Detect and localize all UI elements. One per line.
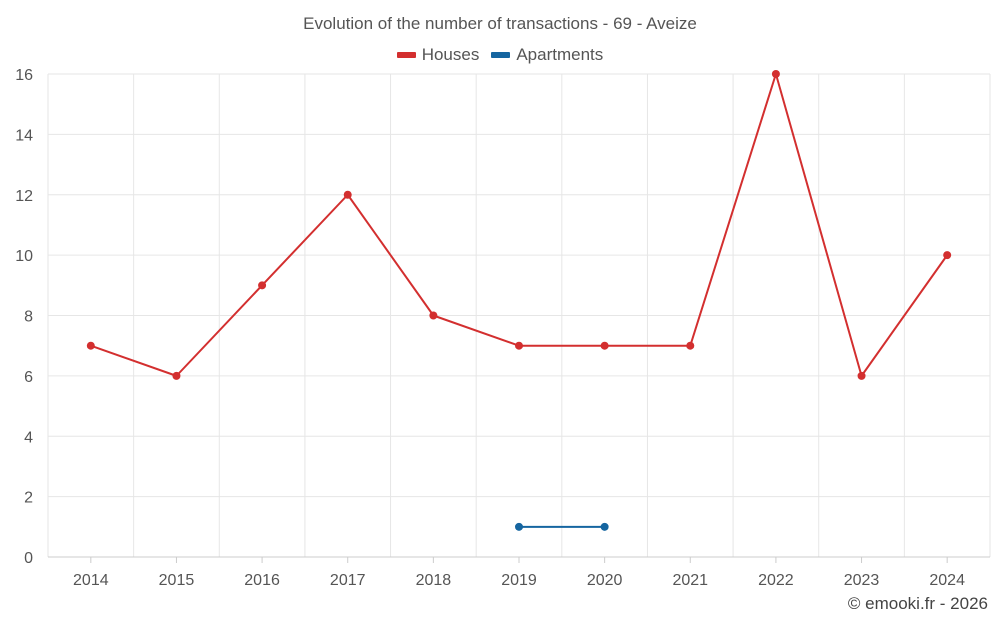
legend-label-apartments: Apartments <box>516 45 604 64</box>
x-tick-label: 2020 <box>587 572 623 589</box>
legend-item-houses[interactable]: Houses <box>396 45 480 65</box>
x-tick-label: 2014 <box>73 572 109 589</box>
y-tick-label: 16 <box>15 67 33 84</box>
x-tick-label: 2019 <box>501 572 537 589</box>
credit-text: © emooki.fr - 2026 <box>847 594 988 613</box>
x-tick-label: 2022 <box>758 572 794 589</box>
point-houses-2022 <box>771 70 780 78</box>
point-houses-2024 <box>943 251 952 260</box>
legend-swatch-apartments <box>491 52 511 58</box>
y-tick-label: 0 <box>24 550 33 567</box>
y-tick-label: 8 <box>24 309 33 326</box>
x-tick-label: 2015 <box>159 572 195 589</box>
point-houses-2018 <box>429 311 438 320</box>
legend-swatch-houses <box>396 52 416 58</box>
x-tick-label: 2021 <box>672 572 708 589</box>
point-houses-2023 <box>857 371 866 380</box>
point-houses-2017 <box>343 190 352 199</box>
point-houses-2016 <box>258 281 267 290</box>
y-tick-label: 14 <box>15 127 33 144</box>
point-apartments-2019 <box>515 522 523 531</box>
point-houses-2020 <box>600 341 609 350</box>
grid-lines <box>47 73 991 558</box>
legend-label-houses: Houses <box>421 45 480 64</box>
x-tick-label: 2016 <box>244 572 280 589</box>
x-tick-label: 2023 <box>844 572 880 589</box>
point-apartments-2020 <box>600 522 609 531</box>
point-houses-2021 <box>686 341 695 350</box>
y-tick-label: 2 <box>24 490 33 507</box>
point-houses-2019 <box>515 341 523 350</box>
x-tick-label: 2024 <box>929 572 965 589</box>
point-houses-2014 <box>86 341 95 350</box>
y-tick-label: 12 <box>15 188 33 205</box>
x-tick-label: 2017 <box>330 572 366 589</box>
chart-legend: Houses Apartments <box>0 45 1000 65</box>
legend-item-apartments[interactable]: Apartments <box>491 45 603 65</box>
series-lines <box>86 70 952 531</box>
point-houses-2015 <box>172 371 181 380</box>
chart-title: Evolution of the number of transactions … <box>303 14 697 33</box>
y-tick-label: 6 <box>24 369 33 386</box>
axes: 0 2 4 6 8 10 12 14 16 2014 2015 2016 2017 2018 2019 202… <box>15 67 990 589</box>
y-tick-label: 4 <box>24 429 33 446</box>
y-tick-label: 10 <box>15 248 33 265</box>
x-tick-label: 2018 <box>416 572 452 589</box>
